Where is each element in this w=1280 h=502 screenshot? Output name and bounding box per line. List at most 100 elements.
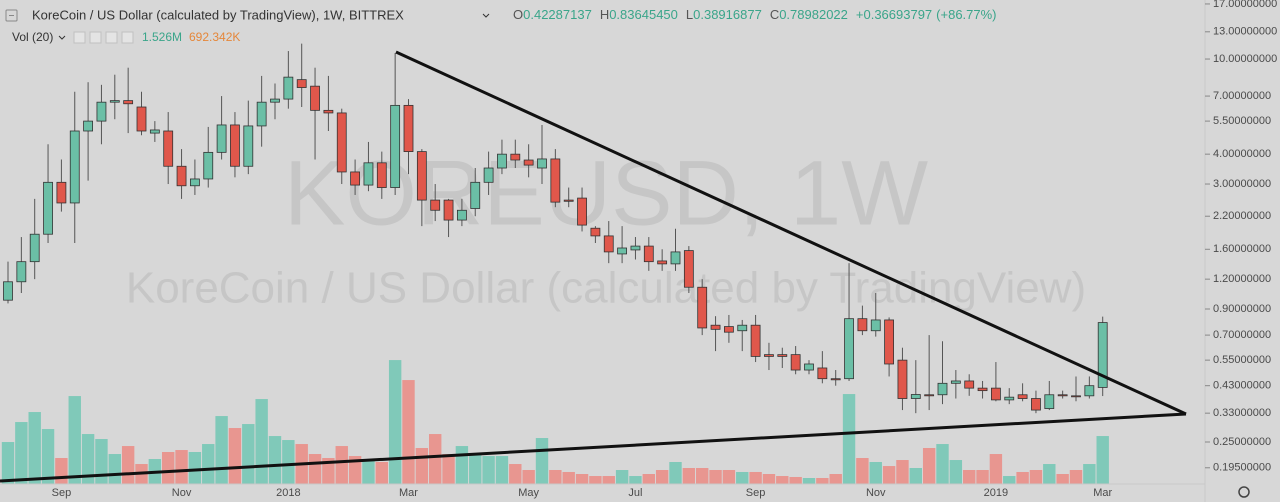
symbol-chevron[interactable] — [482, 13, 490, 18]
axes: 17.00000000 13.00000000 10.00000000 7.00000… — [52, 0, 1278, 499]
volume-bar — [842, 394, 856, 484]
candle-body — [483, 167, 494, 183]
candle-body — [897, 359, 908, 399]
candle-body — [1097, 322, 1108, 388]
volume-bar — [55, 458, 68, 484]
candle-body — [109, 100, 120, 103]
candle-body — [1071, 395, 1081, 398]
chart-title: KoreCoin / US Dollar (calculated by Trad… — [32, 7, 404, 22]
collapse-button[interactable] — [5, 9, 18, 22]
volume-bar — [629, 476, 642, 484]
candle-body — [617, 247, 627, 255]
candle-body — [350, 171, 361, 186]
volume-bar — [375, 462, 388, 484]
y-tick-label: 0.19500000 — [1213, 462, 1271, 474]
volume-bar — [442, 454, 455, 484]
volume-bar — [642, 474, 655, 484]
x-tick-label: Mar — [399, 487, 418, 499]
volume-bar — [388, 360, 402, 484]
x-tick-label: Sep — [746, 487, 766, 499]
volume-bar — [909, 468, 922, 484]
candle-body — [203, 151, 214, 180]
candle-body — [857, 318, 868, 332]
candle-body — [16, 261, 27, 283]
y-tick-label: 10.00000000 — [1213, 53, 1277, 65]
change-value: +0.36693797 — [856, 7, 932, 22]
trend-line — [395, 50, 1187, 416]
volume-bar — [202, 444, 215, 484]
candle-body — [443, 199, 454, 221]
candle-body — [523, 159, 534, 166]
candle-body — [29, 233, 40, 263]
volume-bar — [696, 468, 709, 484]
candle-body — [577, 197, 587, 226]
volume-bar — [869, 462, 882, 484]
candle-body — [550, 158, 561, 203]
readout-prefix: O — [513, 7, 523, 22]
volume-bar — [682, 468, 696, 484]
volume-bar — [1096, 436, 1109, 484]
y-tick-label: 2.20000000 — [1213, 210, 1271, 222]
candle-body — [737, 324, 748, 332]
readout-value: 0.78982022 — [779, 7, 848, 22]
x-tick-label: 2019 — [984, 487, 1008, 499]
volume-indicator: Vol (20) — [12, 30, 53, 44]
candle-body — [830, 378, 841, 381]
candle-body — [497, 153, 507, 169]
indicator-button[interactable] — [121, 31, 134, 44]
y-tick-label: 7.00000000 — [1213, 90, 1271, 102]
y-tick-label: 0.43000000 — [1213, 380, 1271, 392]
volume-bar — [509, 464, 522, 484]
volume-bar — [215, 416, 228, 484]
candle-body — [603, 235, 614, 253]
y-tick-label: 0.55000000 — [1213, 354, 1271, 366]
volume-bar — [896, 460, 909, 484]
candle-body — [724, 326, 734, 333]
settings-button[interactable] — [1238, 486, 1250, 498]
volume-bar — [1, 442, 15, 484]
candle-body — [683, 250, 694, 288]
candle-body — [323, 109, 334, 114]
indicator-button[interactable] — [105, 31, 118, 44]
indicator-chevron[interactable] — [58, 35, 66, 40]
candle-body — [563, 199, 574, 202]
candle-body — [69, 130, 80, 204]
y-tick-label: 0.90000000 — [1213, 303, 1271, 315]
volume-bar — [936, 444, 949, 484]
volume-bar — [1083, 464, 1096, 484]
volume-bar — [829, 474, 842, 484]
candle-body — [804, 363, 814, 371]
watermark-subtitle: KoreCoin / US Dollar (calculated by Trad… — [126, 264, 1086, 313]
volume-bar — [762, 474, 776, 484]
y-tick-label: 3.00000000 — [1213, 178, 1271, 190]
candle-body — [216, 124, 227, 153]
candle-body — [1044, 394, 1055, 409]
candle-body — [630, 245, 641, 251]
candle-body — [870, 319, 881, 332]
candle-body — [296, 79, 307, 88]
candle-body — [470, 181, 481, 209]
y-tick-label: 0.70000000 — [1213, 329, 1271, 341]
volume-bar — [615, 470, 629, 484]
candle-body — [1031, 398, 1041, 411]
volume-bar — [362, 459, 375, 484]
y-tick-label: 1.60000000 — [1213, 243, 1271, 255]
volume-bar — [989, 454, 1003, 484]
candle-body — [764, 354, 774, 357]
volume-bar — [335, 446, 348, 484]
volume-bar — [15, 422, 28, 484]
indicator-button[interactable] — [89, 31, 102, 44]
volume-bar — [589, 476, 602, 484]
volume-bar — [922, 448, 936, 484]
volume-bar — [749, 471, 762, 484]
candle-layer — [3, 43, 1108, 414]
volume-bar — [121, 446, 135, 484]
volume-bar — [709, 470, 722, 484]
candle-body — [56, 181, 67, 204]
indicator-button[interactable] — [73, 31, 86, 44]
candle-body — [83, 120, 93, 132]
y-tick-label: 0.25000000 — [1213, 436, 1271, 448]
volume-bar — [308, 454, 322, 484]
